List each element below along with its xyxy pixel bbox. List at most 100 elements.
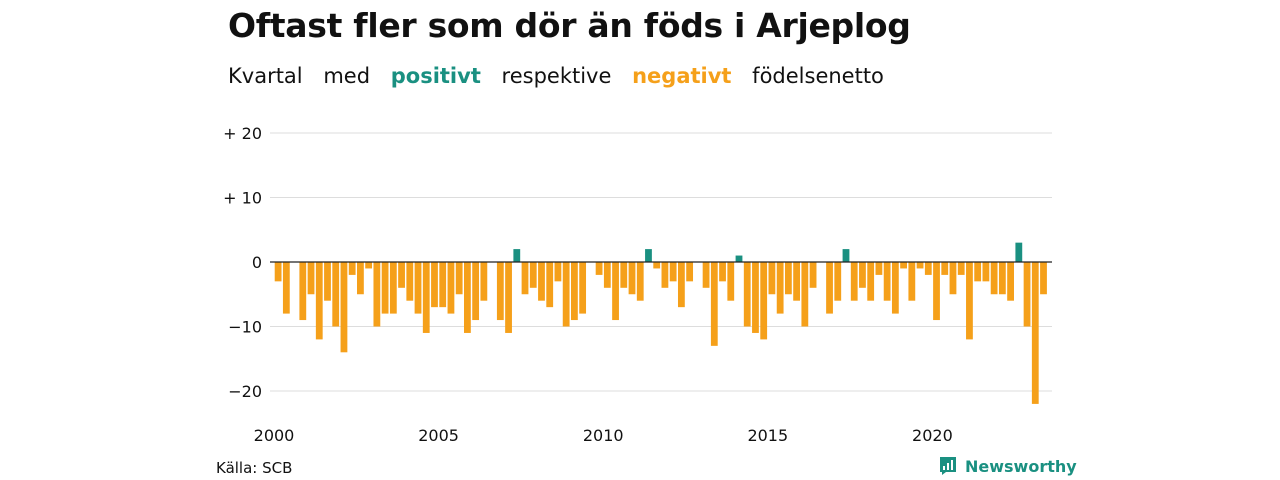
chart-title: Oftast fler som dör än föds i Arjeplog bbox=[228, 6, 911, 45]
bar-2017-q1 bbox=[834, 262, 842, 301]
bar-2001-q3 bbox=[324, 262, 331, 301]
x-axis-labels: 2000 2005 2010 2015 2020 bbox=[254, 426, 953, 445]
bars bbox=[274, 242, 1047, 404]
bar-2022-q4 bbox=[1023, 262, 1031, 327]
bar-2000-q1 bbox=[274, 262, 282, 282]
bar-2003-q4 bbox=[398, 262, 405, 288]
bar-2003-q1 bbox=[373, 262, 381, 327]
bar-2020-q4 bbox=[957, 262, 965, 275]
subtitle-word-med: med bbox=[323, 64, 371, 88]
bar-2007-q2 bbox=[513, 249, 521, 262]
x-tick-label: 2015 bbox=[747, 426, 788, 445]
bar-2018-q1 bbox=[867, 262, 875, 301]
bar-2010-q4 bbox=[628, 262, 636, 295]
grid-lines bbox=[270, 132, 1052, 392]
bar-2000-q4 bbox=[299, 262, 307, 321]
bar-2008-q3 bbox=[554, 262, 562, 282]
x-tick-label: 2000 bbox=[254, 426, 295, 445]
bar-2016-q2 bbox=[809, 262, 817, 288]
bar-2012-q2 bbox=[677, 262, 685, 308]
bar-2001-q1 bbox=[307, 262, 315, 295]
bar-2018-q3 bbox=[883, 262, 891, 301]
bar-2006-q1 bbox=[472, 262, 480, 321]
bar-2011-q4 bbox=[661, 262, 669, 288]
subtitle-positive-label: positivt bbox=[390, 64, 481, 88]
y-tick-label: + 20 bbox=[223, 124, 262, 143]
bar-2008-q2 bbox=[546, 262, 554, 308]
bar-2010-q2 bbox=[612, 262, 619, 321]
y-tick-label: −10 bbox=[228, 318, 262, 337]
bar-2014-q3 bbox=[752, 262, 759, 333]
bar-2009-q4 bbox=[595, 262, 603, 275]
y-tick-label: + 10 bbox=[223, 189, 262, 208]
bar-2016-q1 bbox=[801, 262, 809, 327]
bar-2002-q1 bbox=[340, 262, 348, 353]
bar-2001-q4 bbox=[332, 262, 340, 327]
bar-2015-q2 bbox=[776, 262, 784, 314]
bar-2013-q2 bbox=[710, 262, 718, 346]
bar-2020-q3 bbox=[949, 262, 957, 295]
subtitle-word-fodelsenetto: födelsenetto bbox=[752, 64, 884, 88]
bar-2002-q4 bbox=[365, 262, 373, 269]
bar-2016-q4 bbox=[826, 262, 833, 314]
bar-2000-q2 bbox=[282, 262, 290, 314]
brand-name: Newsworthy bbox=[965, 456, 1077, 476]
newsworthy-icon bbox=[940, 457, 956, 475]
bar-2011-q2 bbox=[645, 249, 652, 262]
bar-2011-q3 bbox=[653, 262, 661, 269]
chart-subtitle: Kvartal med positivt respektive negativt… bbox=[228, 64, 898, 88]
y-tick-label: −20 bbox=[228, 382, 262, 401]
bar-2022-q3 bbox=[1015, 242, 1023, 262]
bar-2013-q4 bbox=[727, 262, 735, 301]
bar-2011-q1 bbox=[636, 262, 644, 301]
y-tick-label: 0 bbox=[252, 253, 262, 272]
bar-2018-q2 bbox=[875, 262, 883, 275]
bar-2006-q2 bbox=[480, 262, 488, 301]
bar-2015-q1 bbox=[768, 262, 776, 295]
bar-2004-q3 bbox=[422, 262, 430, 333]
bar-2021-q3 bbox=[982, 262, 990, 282]
bar-2010-q3 bbox=[620, 262, 628, 288]
bar-2007-q4 bbox=[529, 262, 537, 288]
bar-2008-q4 bbox=[562, 262, 570, 327]
bar-2019-q1 bbox=[900, 262, 907, 269]
bar-2005-q3 bbox=[455, 262, 463, 295]
bar-2005-q2 bbox=[447, 262, 455, 314]
bar-2022-q1 bbox=[998, 262, 1006, 295]
bar-2002-q3 bbox=[357, 262, 364, 295]
bar-2023-q1 bbox=[1031, 262, 1039, 404]
bar-2013-q3 bbox=[719, 262, 726, 282]
bar-2001-q2 bbox=[315, 262, 323, 340]
bar-2014-q2 bbox=[743, 262, 751, 327]
bar-2020-q1 bbox=[933, 262, 940, 321]
x-tick-label: 2020 bbox=[912, 426, 953, 445]
bar-2020-q2 bbox=[941, 262, 949, 275]
bar-2023-q2 bbox=[1040, 262, 1047, 295]
bar-2019-q4 bbox=[924, 262, 932, 275]
bar-2014-q4 bbox=[760, 262, 768, 340]
bar-2007-q3 bbox=[521, 262, 529, 295]
bar-2019-q3 bbox=[916, 262, 924, 269]
bar-2021-q1 bbox=[966, 262, 973, 340]
bar-2004-q1 bbox=[406, 262, 414, 301]
bar-2002-q2 bbox=[348, 262, 356, 275]
subtitle-word-kvartal: Kvartal bbox=[228, 64, 303, 88]
x-tick-label: 2005 bbox=[418, 426, 459, 445]
bar-2021-q4 bbox=[990, 262, 998, 295]
subtitle-word-respektive: respektive bbox=[501, 64, 612, 88]
bar-2009-q2 bbox=[579, 262, 587, 314]
y-axis-labels: + 20 + 10 0 −10 −20 bbox=[223, 124, 262, 401]
bar-2017-q3 bbox=[850, 262, 858, 301]
bar-2012-q3 bbox=[686, 262, 694, 282]
bar-2004-q2 bbox=[414, 262, 422, 314]
bar-2010-q1 bbox=[603, 262, 611, 288]
x-tick-label: 2010 bbox=[583, 426, 624, 445]
bar-2005-q1 bbox=[439, 262, 447, 308]
bar-2017-q2 bbox=[842, 249, 850, 262]
bar-2008-q1 bbox=[538, 262, 545, 301]
bar-2014-q1 bbox=[735, 255, 743, 262]
bar-2017-q4 bbox=[859, 262, 866, 288]
bar-2004-q4 bbox=[431, 262, 438, 308]
bar-2006-q4 bbox=[496, 262, 504, 321]
bar-2019-q2 bbox=[908, 262, 916, 301]
